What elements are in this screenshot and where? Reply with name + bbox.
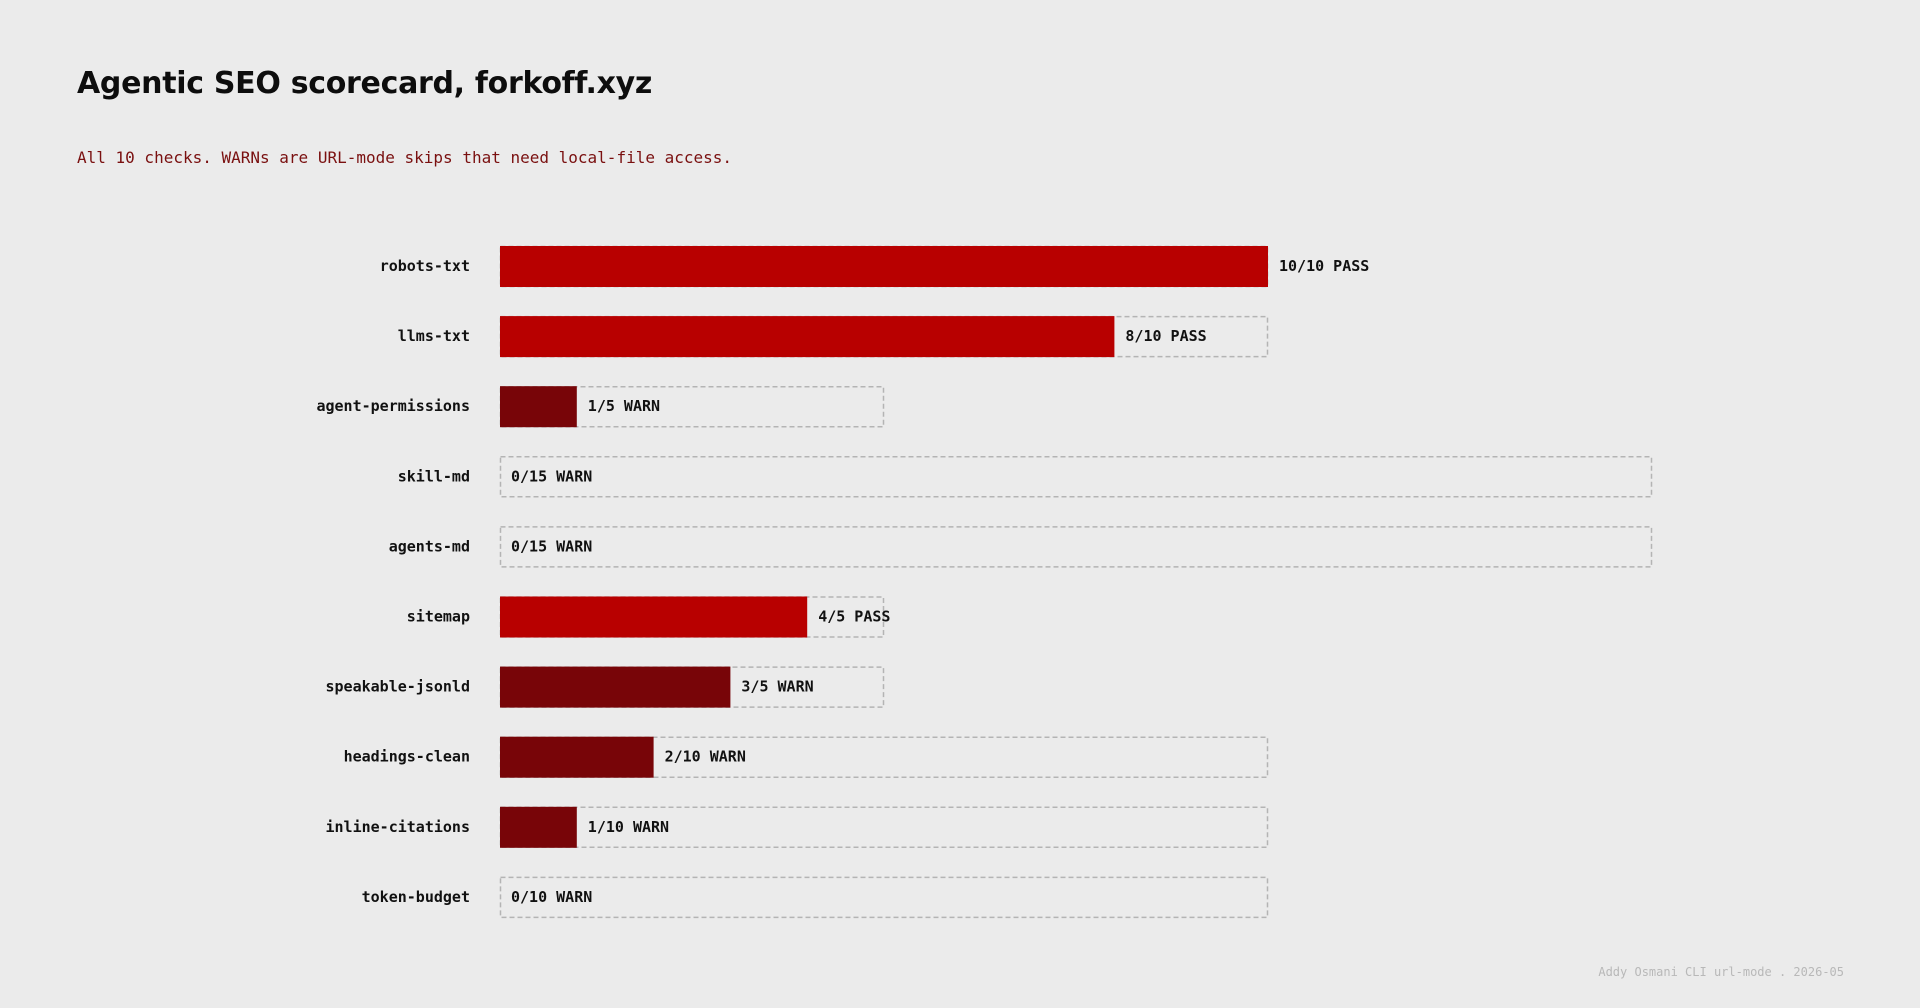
bar-row-speakable-jsonld: speakable-jsonld 3/5 WARN — [326, 666, 885, 708]
bar-track — [499, 456, 1653, 498]
page-subtitle: All 10 checks. WARNs are URL-mode skips … — [77, 148, 733, 167]
value-label: 0/15 WARN — [511, 537, 592, 555]
category-label: agents-md — [389, 537, 470, 555]
bar-track — [499, 526, 1653, 568]
bar-row-inline-citations: inline-citations 1/10 WARN — [326, 806, 1269, 849]
bar-row-headings-clean: headings-clean 2/10 WARN — [344, 736, 1269, 778]
category-label: speakable-jsonld — [326, 678, 471, 696]
bar-row-skill-md: skill-md 0/15 WARN — [398, 456, 1653, 498]
category-label: sitemap — [407, 608, 470, 626]
value-label: 1/10 WARN — [588, 818, 669, 836]
category-label: agent-permissions — [316, 397, 470, 415]
bar-fill — [500, 806, 577, 848]
bar-fill — [500, 316, 1115, 358]
bar-fill — [500, 596, 808, 638]
bar-row-sitemap: sitemap 4/5 PASS — [407, 596, 890, 638]
page-title: Agentic SEO scorecard, forkoff.xyz — [77, 66, 653, 101]
category-label: skill-md — [398, 467, 470, 485]
value-label: 0/10 WARN — [511, 888, 592, 906]
value-label: 8/10 PASS — [1125, 327, 1206, 345]
bar-row-agent-permissions: agent-permissions 1/5 WARN — [316, 385, 885, 428]
bar-row-llms-txt: llms-txt 8/10 PASS — [398, 315, 1269, 358]
bar-fill — [500, 666, 731, 708]
bar-track — [499, 876, 1269, 919]
category-label: token-budget — [362, 888, 470, 906]
value-label: 10/10 PASS — [1279, 257, 1369, 275]
bar-row-robots-txt: robots-txt 10/10 PASS — [380, 245, 1369, 288]
value-label: 4/5 PASS — [818, 608, 890, 626]
value-label: 1/5 WARN — [588, 397, 660, 415]
bar-fill — [500, 736, 654, 778]
value-label: 3/5 WARN — [741, 678, 813, 696]
value-label: 2/10 WARN — [665, 748, 746, 766]
category-label: headings-clean — [344, 748, 470, 766]
bar-row-token-budget: token-budget 0/10 WARN — [362, 876, 1269, 919]
footer-credit: Addy Osmani CLI url-mode . 2026-05 — [1598, 965, 1844, 979]
value-label: 0/15 WARN — [511, 467, 592, 485]
category-label: llms-txt — [398, 327, 470, 345]
bar-row-agents-md: agents-md 0/15 WARN — [389, 526, 1653, 568]
category-label: robots-txt — [380, 257, 470, 275]
bar-fill — [500, 386, 577, 428]
category-label: inline-citations — [326, 818, 471, 836]
bar-fill — [500, 246, 1268, 287]
